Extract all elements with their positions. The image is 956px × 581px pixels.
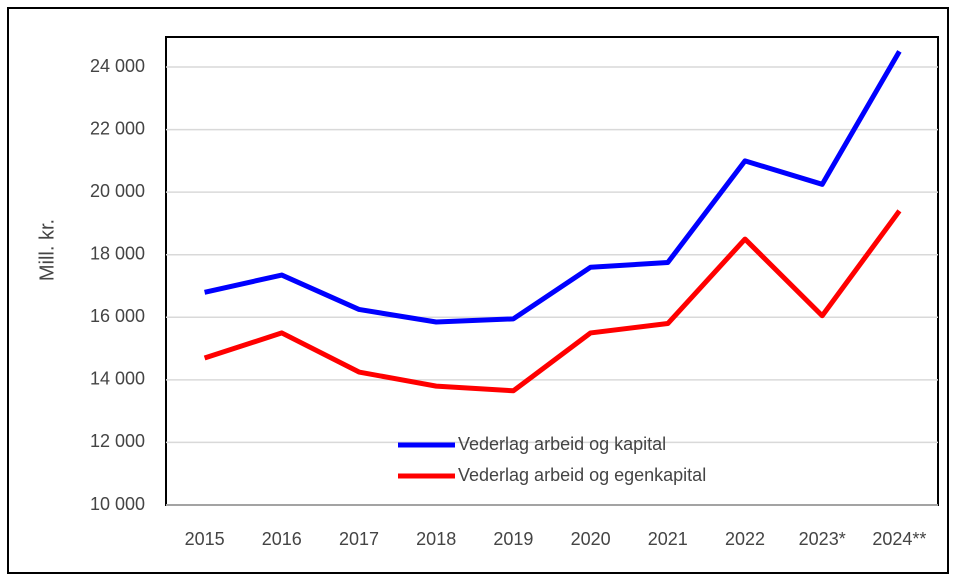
y-tick-label: 14 000 — [90, 369, 145, 389]
x-tick-label: 2021 — [648, 529, 688, 549]
x-tick-label: 2015 — [185, 529, 225, 549]
x-tick-label: 2019 — [493, 529, 533, 549]
y-tick-label: 24 000 — [90, 56, 145, 76]
chart-frame — [7, 7, 949, 574]
y-tick-label: 10 000 — [90, 494, 145, 514]
y-tick-label: 12 000 — [90, 431, 145, 451]
x-tick-label: 2022 — [725, 529, 765, 549]
legend-label: Vederlag arbeid og egenkapital — [458, 465, 706, 485]
x-tick-label: 2018 — [416, 529, 456, 549]
y-axis-label: Mill. kr. — [36, 219, 58, 281]
y-tick-label: 20 000 — [90, 181, 145, 201]
x-tick-label: 2023* — [799, 529, 846, 549]
data-line — [204, 50, 902, 325]
x-tick-label: 2020 — [571, 529, 611, 549]
x-tick-label: 2017 — [339, 529, 379, 549]
x-tick-label: 2024** — [872, 529, 926, 549]
y-tick-label: 16 000 — [90, 306, 145, 326]
data-line — [203, 209, 902, 394]
x-tick-label: 2016 — [262, 529, 302, 549]
y-tick-label: 18 000 — [90, 243, 145, 263]
y-tick-label: 22 000 — [90, 118, 145, 138]
legend-label: Vederlag arbeid og kapital — [458, 434, 666, 454]
